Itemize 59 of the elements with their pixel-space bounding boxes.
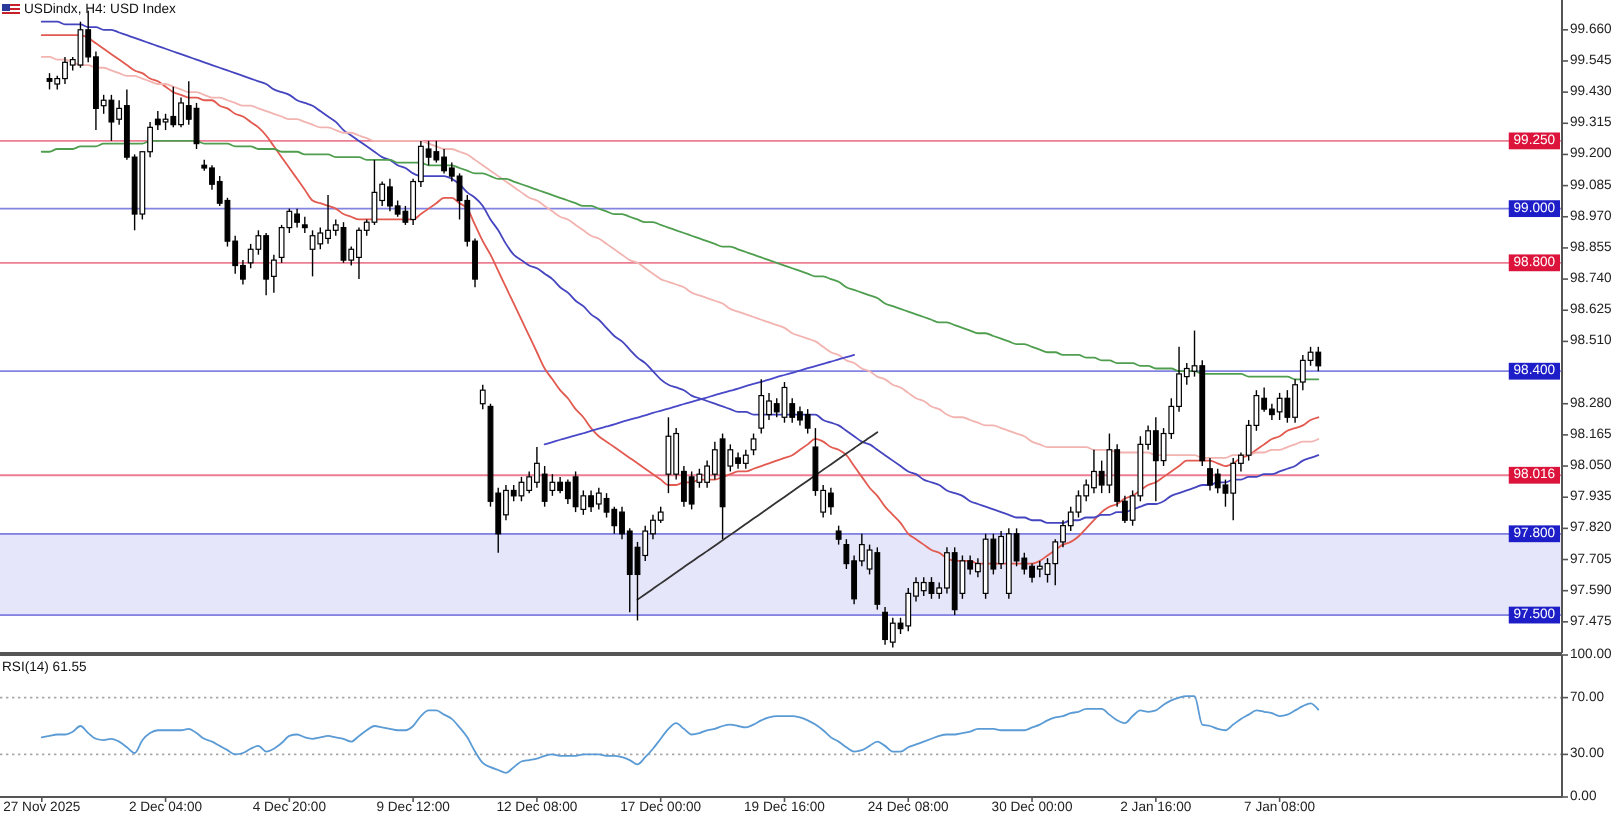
candlestick bbox=[170, 86, 177, 129]
candlestick bbox=[766, 392, 772, 421]
line-series bbox=[40, 695, 1320, 774]
candlestick bbox=[518, 476, 525, 502]
line-series bbox=[636, 431, 879, 601]
candlestick bbox=[356, 226, 362, 280]
candlestick bbox=[154, 110, 161, 131]
candlestick bbox=[827, 487, 834, 516]
candlestick bbox=[905, 587, 912, 633]
candlestick bbox=[62, 56, 68, 85]
candlestick bbox=[294, 207, 300, 229]
candlestick bbox=[301, 216, 308, 234]
candlestick bbox=[665, 416, 672, 494]
candlestick bbox=[441, 148, 447, 175]
candlestick bbox=[750, 432, 757, 456]
candlestick bbox=[1075, 489, 1082, 519]
candlestick bbox=[742, 449, 749, 470]
candlestick bbox=[804, 408, 811, 435]
candlestick bbox=[479, 384, 486, 410]
candlestick bbox=[317, 226, 324, 250]
candlestick bbox=[1230, 457, 1237, 521]
candlestick bbox=[263, 232, 270, 297]
candlestick bbox=[1284, 389, 1291, 424]
candlestick bbox=[882, 606, 888, 646]
candlestick bbox=[1106, 432, 1113, 494]
candlestick bbox=[1029, 562, 1035, 584]
candlestick bbox=[758, 378, 765, 435]
candlestick bbox=[108, 94, 115, 142]
candlestick bbox=[835, 524, 842, 546]
candlestick bbox=[611, 505, 618, 535]
candlestick bbox=[247, 243, 254, 269]
candlestick bbox=[325, 194, 331, 245]
candlestick bbox=[1276, 392, 1283, 421]
candlestick bbox=[1207, 457, 1213, 492]
line-series bbox=[543, 354, 856, 446]
candlestick bbox=[433, 140, 440, 164]
candlestick bbox=[797, 405, 803, 427]
candlestick bbox=[603, 492, 610, 519]
candlestick bbox=[889, 617, 896, 649]
candlestick bbox=[1152, 416, 1159, 502]
candlestick bbox=[572, 470, 579, 513]
candlestick bbox=[1091, 449, 1097, 494]
candlestick bbox=[1299, 354, 1306, 391]
candlestick bbox=[595, 487, 602, 511]
candlestick bbox=[1315, 346, 1322, 372]
candlestick bbox=[564, 478, 571, 505]
candlestick bbox=[688, 470, 695, 511]
candlestick bbox=[1292, 378, 1299, 424]
candlestick bbox=[371, 159, 378, 226]
candlestick bbox=[920, 576, 927, 597]
candlestick bbox=[387, 178, 393, 213]
candlestick bbox=[588, 489, 594, 513]
candlestick bbox=[178, 96, 184, 129]
candlestick bbox=[526, 470, 533, 494]
candlestick bbox=[1214, 468, 1221, 494]
candlestick bbox=[541, 465, 548, 508]
candlestick bbox=[549, 473, 556, 497]
candlestick bbox=[77, 20, 84, 69]
candlestick bbox=[309, 229, 316, 278]
